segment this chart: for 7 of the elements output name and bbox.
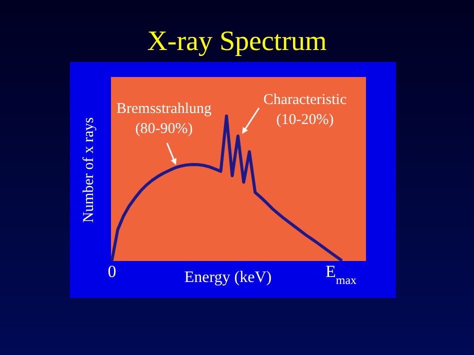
x-axis-title: Energy (keV)	[184, 269, 272, 286]
x-tick-label: E$_{max}$	[325, 262, 357, 287]
y-axis-title: Number of x rays	[81, 117, 97, 223]
annotation: Characteristic (10-20%)	[263, 92, 347, 128]
annotation: Bremsstrahlung (80-90%)	[116, 101, 212, 137]
x-tick-label: 0	[108, 262, 116, 281]
chart-title: X-ray Spectrum	[147, 26, 328, 57]
